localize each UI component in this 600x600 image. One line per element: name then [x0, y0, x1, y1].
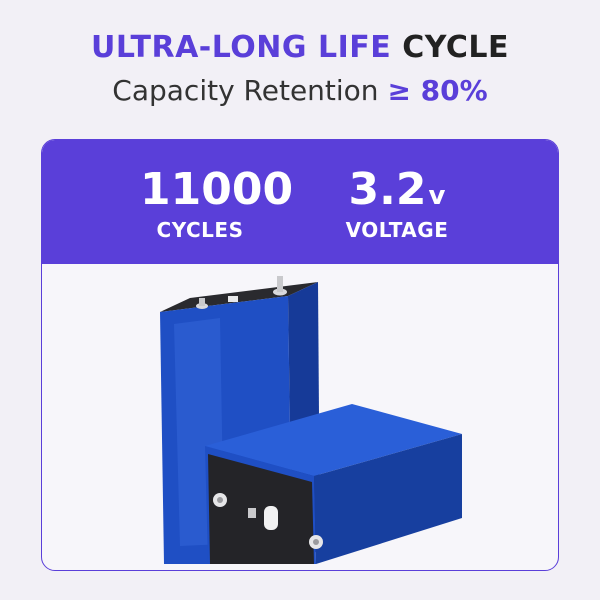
headline: ULTRA-LONG LIFE CYCLE — [0, 30, 600, 65]
spec-card: 11000 CYCLES 3.2v VOLTAGE — [41, 139, 559, 571]
subtitle: Capacity Retention ≥ 80% — [0, 74, 600, 107]
subtitle-value: ≥ 80% — [387, 74, 488, 107]
headline-accent: ULTRA-LONG LIFE — [91, 30, 392, 65]
voltage-stat: 3.2v VOLTAGE — [342, 168, 452, 243]
stats-band: 11000 CYCLES 3.2v VOLTAGE — [42, 140, 558, 264]
cycles-label: CYCLES — [156, 218, 244, 242]
voltage-label: VOLTAGE — [345, 218, 449, 242]
voltage-value: 3.2 — [348, 164, 427, 215]
cycles-value: 11000 — [140, 164, 294, 215]
cycles-stat: 11000 CYCLES — [140, 164, 294, 243]
lying-battery-cell — [205, 404, 462, 564]
headline-rest: CYCLE — [402, 30, 509, 65]
battery-cells-image — [160, 276, 462, 564]
subtitle-lead: Capacity Retention — [112, 74, 379, 107]
voltage-unit: v — [428, 181, 446, 211]
